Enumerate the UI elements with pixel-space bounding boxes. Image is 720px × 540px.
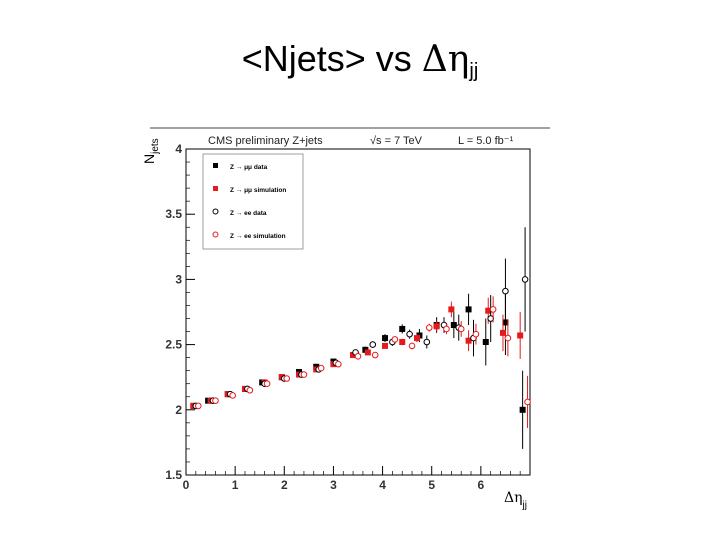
data-point-circle — [425, 324, 433, 331]
x-axis-label: Δηjj — [504, 490, 527, 511]
data-point-square — [482, 338, 489, 345]
data-point-circle — [194, 402, 202, 410]
data-point-square — [382, 335, 389, 342]
data-point-circle — [521, 276, 529, 283]
data-point-circle — [489, 306, 497, 313]
header-energy: √s = 7 TeV — [370, 135, 423, 147]
header-lumi: L = 5.0 fb⁻¹ — [458, 135, 514, 147]
data-point-circle — [369, 341, 377, 348]
data-point-square — [519, 406, 526, 413]
data-point-circle — [457, 325, 465, 333]
data-point-circle — [502, 287, 509, 295]
header-experiment: CMS preliminary Z+jets — [208, 135, 323, 147]
legend: Z → μμ data Z → μμ simulation Z → ee data Z… — [202, 153, 304, 250]
x-tick-label: 5 — [428, 478, 435, 492]
data-point-square — [399, 325, 406, 332]
data-point-circle — [472, 330, 480, 338]
data-point-circle — [317, 364, 325, 372]
legend-marker-square — [213, 163, 218, 168]
y-tick-label: 3 — [175, 272, 182, 286]
data-point-square — [485, 307, 492, 314]
x-tick-label: 3 — [330, 478, 337, 492]
x-axis-label-main: Δη — [504, 490, 523, 506]
axis-ticks: 0 1 2 3 4 5 6 1.5 2 2.5 3 3.5 4 — [165, 142, 521, 492]
x-tick-label: 4 — [379, 478, 386, 492]
legend-marker-circle — [212, 231, 219, 238]
data-point-circle — [283, 375, 291, 382]
legend-label: Z → μμ data — [230, 164, 268, 171]
data-point-square — [364, 349, 371, 356]
plot-panel: CMS preliminary Z+jets √s = 7 TeV L = 5.… — [140, 122, 550, 522]
data-point-square — [465, 306, 472, 313]
data-point-circle — [443, 325, 450, 333]
y-axis-label: Njets — [141, 138, 161, 164]
y-tick-label: 3.5 — [165, 207, 182, 221]
y-tick-label: 4 — [175, 142, 182, 156]
data-point-circle — [504, 334, 512, 342]
data-point-square — [350, 352, 357, 359]
data-point-circle — [406, 330, 413, 338]
scatter-plot: CMS preliminary Z+jets √s = 7 TeV L = 5.… — [141, 127, 550, 511]
series-group — [192, 227, 529, 410]
y-tick-label: 2.5 — [165, 338, 182, 352]
slide-title-text: <Njets> vs — [241, 38, 422, 79]
data-point-square — [499, 329, 506, 336]
data-point-square — [450, 322, 457, 329]
plot-frame — [185, 148, 531, 476]
data-point-circle — [300, 371, 308, 378]
data-point-circle — [335, 360, 342, 368]
data-point-circle — [371, 351, 379, 359]
slide-title-greek: Δη — [421, 39, 470, 80]
data-point-circle — [212, 397, 219, 404]
data-points — [190, 227, 531, 449]
legend-box — [202, 153, 304, 250]
legend-marker-square — [213, 186, 218, 191]
data-point-square — [413, 335, 420, 342]
data-point-circle — [263, 380, 271, 388]
data-point-circle — [229, 392, 236, 399]
legend-label: Z → ee simulation — [230, 233, 286, 240]
data-point-circle — [524, 398, 531, 406]
data-point-circle — [391, 336, 399, 343]
y-tick-label: 2 — [175, 403, 182, 417]
slide-title-subscript: jj — [469, 60, 479, 82]
data-point-square — [465, 337, 472, 344]
data-point-circle — [423, 338, 431, 346]
x-tick-label: 6 — [478, 478, 485, 492]
x-axis-label-sub: jj — [522, 500, 527, 511]
y-tick-label: 1.5 — [165, 468, 182, 482]
series-group — [194, 296, 531, 429]
legend-label: Z → ee data — [230, 210, 267, 217]
legend-marker-circle — [212, 208, 219, 215]
x-tick-label: 2 — [281, 478, 288, 492]
data-point-square — [517, 332, 524, 339]
data-point-square — [382, 342, 389, 349]
y-axis-label-sub: jets — [150, 138, 161, 155]
data-point-circle — [246, 386, 254, 394]
data-point-square — [448, 306, 455, 313]
data-point-square — [399, 338, 406, 345]
slide-title: <Njets> vs Δηjj — [0, 38, 720, 83]
x-tick-label: 0 — [183, 478, 190, 492]
plot-area-border — [185, 148, 531, 476]
data-point-square — [433, 323, 440, 330]
y-axis-label-main: N — [141, 154, 157, 164]
series-group — [190, 289, 526, 449]
data-point-circle — [354, 353, 362, 360]
x-tick-label: 1 — [232, 478, 239, 492]
legend-label: Z → μμ simulation — [230, 187, 286, 194]
data-point-circle — [408, 342, 416, 350]
